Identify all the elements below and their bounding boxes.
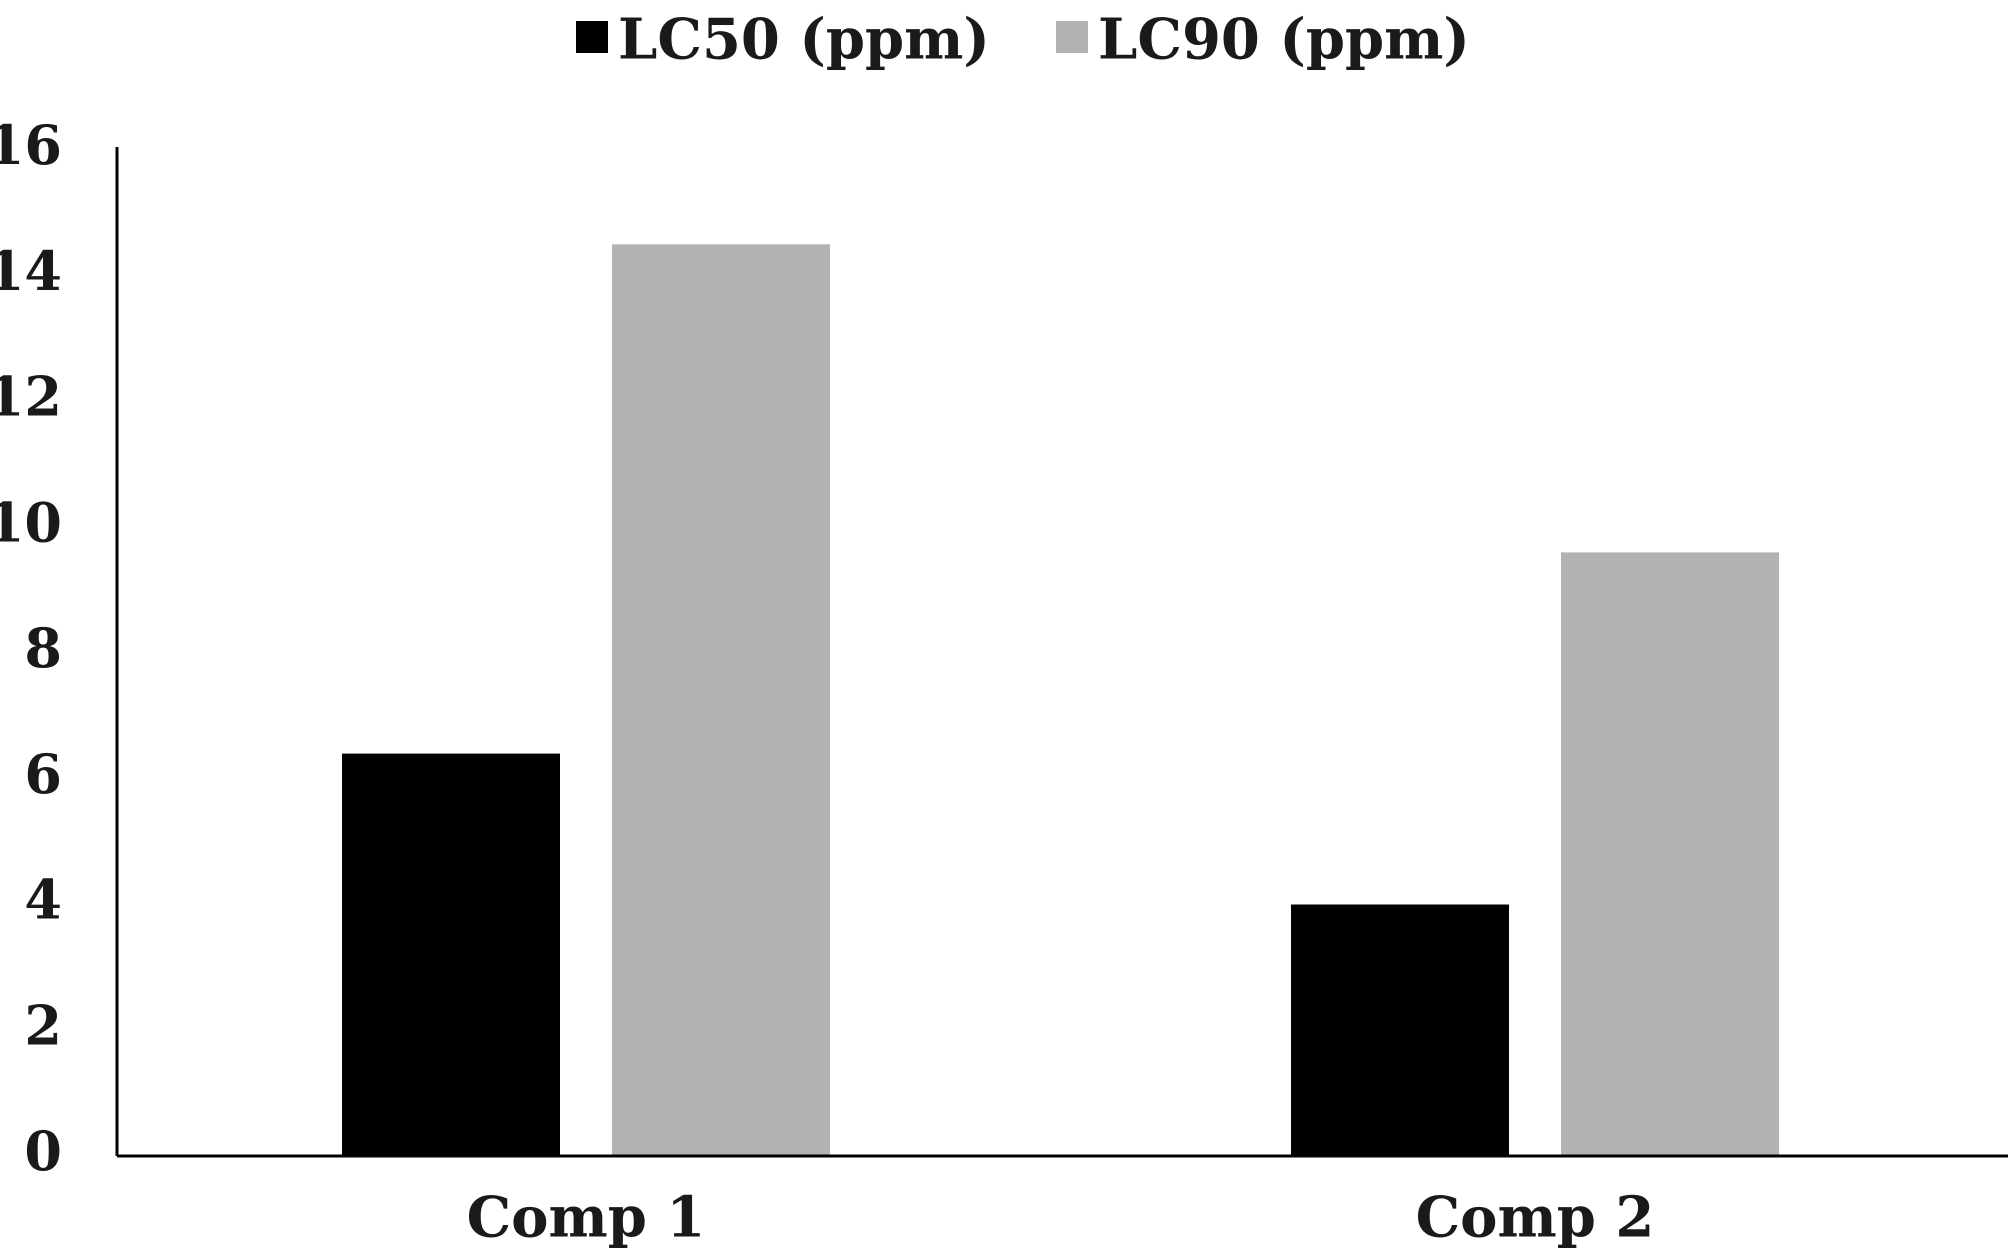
y-tick-label: 16 xyxy=(0,113,62,177)
bar-lc50-comp2 xyxy=(1291,904,1509,1156)
y-tick-label: 4 xyxy=(24,868,62,932)
legend-swatch-lc90 xyxy=(1056,21,1088,53)
y-tick-label: 0 xyxy=(24,1119,62,1183)
y-axis-ticks: 0 2 4 6 8 10 12 14 16 xyxy=(0,113,62,1183)
x-category-label: Comp 2 xyxy=(1416,1185,1655,1251)
legend-swatch-lc50 xyxy=(576,21,608,53)
bar-lc90-comp2 xyxy=(1561,552,1779,1156)
x-axis-labels: Comp 1 Comp 2 xyxy=(467,1185,1655,1251)
bar-lc50-comp1 xyxy=(342,753,560,1156)
legend: LC50 (ppm) LC90 (ppm) xyxy=(576,7,1470,73)
x-category-label: Comp 1 xyxy=(467,1185,706,1251)
bars xyxy=(342,244,1779,1156)
y-tick-label: 10 xyxy=(0,490,62,554)
bar-lc90-comp1 xyxy=(612,244,830,1156)
y-tick-label: 14 xyxy=(0,239,62,303)
y-tick-label: 12 xyxy=(0,365,62,429)
y-tick-label: 2 xyxy=(24,993,62,1057)
y-tick-label: 8 xyxy=(24,616,62,680)
legend-label-lc50: LC50 (ppm) xyxy=(618,7,990,73)
legend-label-lc90: LC90 (ppm) xyxy=(1098,7,1470,73)
axes xyxy=(115,147,2008,1158)
y-tick-label: 6 xyxy=(24,742,62,806)
